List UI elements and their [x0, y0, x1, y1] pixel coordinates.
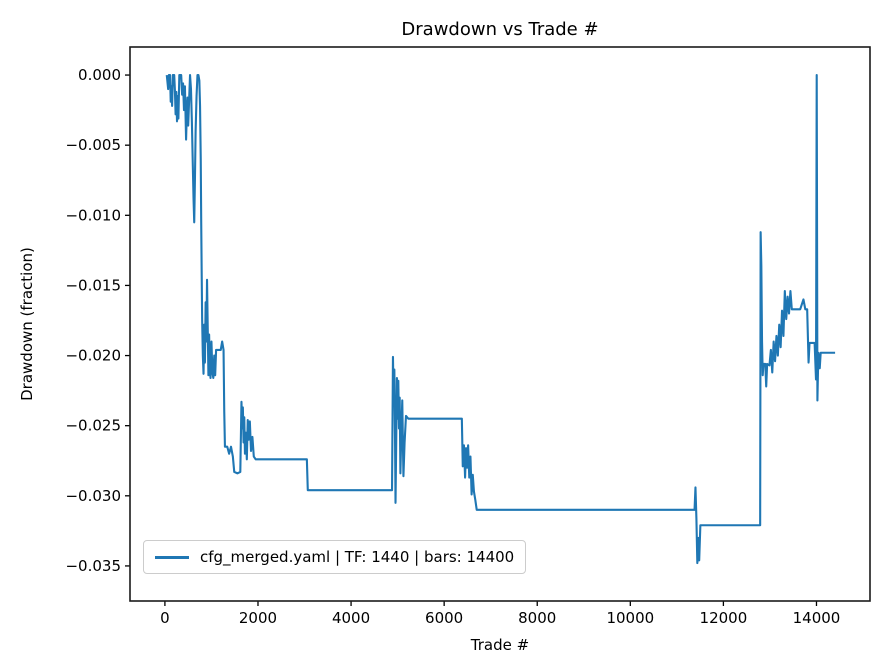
legend-label: cfg_merged.yaml | TF: 1440 | bars: 14400	[200, 548, 515, 566]
x-tick-label: 2000	[239, 609, 277, 627]
y-tick-label: 0.000	[78, 66, 121, 84]
x-tick-label: 10000	[606, 609, 654, 627]
y-tick-label: −0.035	[65, 557, 121, 575]
y-tick-label: −0.015	[65, 276, 121, 294]
x-tick-label: 12000	[700, 609, 748, 627]
drawdown-line	[165, 74, 836, 565]
y-tick-label: −0.020	[65, 347, 121, 365]
x-tick-label: 4000	[332, 609, 370, 627]
x-axis-label: Trade #	[470, 636, 530, 654]
y-tick-label: −0.010	[65, 206, 121, 224]
axes-spines	[129, 46, 871, 602]
y-tick-label: −0.025	[65, 417, 121, 435]
x-tick-label: 14000	[793, 609, 841, 627]
x-tick-label: 0	[160, 609, 170, 627]
x-tick-label: 6000	[425, 609, 463, 627]
y-tick-label: −0.005	[65, 136, 121, 154]
x-tick-label: 8000	[518, 609, 556, 627]
y-tick-label: −0.030	[65, 487, 121, 505]
chart-title: Drawdown vs Trade #	[401, 19, 599, 40]
legend-line-sample	[155, 555, 189, 559]
legend: cfg_merged.yaml | TF: 1440 | bars: 14400	[143, 540, 527, 574]
